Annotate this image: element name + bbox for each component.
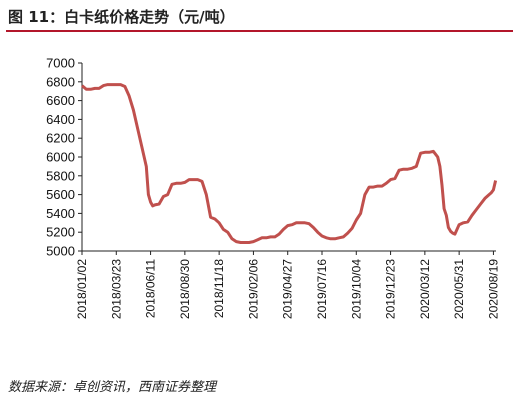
y-tick: 5400 (46, 206, 82, 221)
x-tick-label: 2020/05/31 (452, 259, 466, 319)
x-tick-label: 2018/03/23 (109, 259, 123, 319)
y-tick: 5200 (46, 225, 82, 240)
y-tick-label: 6000 (46, 150, 75, 165)
y-tick: 6800 (46, 74, 82, 89)
x-tick: 2018/11/18 (212, 251, 226, 318)
x-tick-label: 2019/02/06 (246, 259, 260, 319)
y-tick-label: 6800 (46, 74, 75, 89)
x-tick: 2020/08/19 (486, 251, 500, 319)
x-tick-label: 2018/01/02 (75, 259, 89, 319)
x-tick-label: 2018/08/30 (178, 259, 192, 319)
x-tick: 2018/08/30 (178, 251, 192, 319)
x-tick-label: 2018/11/18 (212, 259, 226, 318)
y-tick: 6400 (46, 112, 82, 127)
x-tick: 2020/05/31 (452, 251, 466, 319)
x-tick-label: 2019/12/23 (384, 259, 398, 319)
y-tick-label: 6200 (46, 131, 75, 146)
x-tick: 2020/03/12 (418, 251, 432, 319)
y-tick: 6000 (46, 150, 82, 165)
x-tick-label: 2020/08/19 (486, 259, 500, 319)
y-tick-label: 5400 (46, 206, 75, 221)
y-tick-label: 6600 (46, 93, 75, 108)
x-tick: 2019/12/23 (384, 251, 398, 319)
x-tick: 2018/01/02 (75, 251, 89, 319)
x-tick: 2018/03/23 (109, 251, 123, 319)
x-axis-ticks: 2018/01/02 2018/03/23 2018/06/11 2018/08/30… (75, 251, 500, 319)
x-tick: 2019/04/27 (281, 251, 295, 319)
y-tick-label: 5800 (46, 168, 75, 183)
x-tick: 2019/02/06 (246, 251, 260, 319)
x-tick-label: 2020/03/12 (418, 259, 432, 319)
x-tick: 2019/07/16 (315, 251, 329, 319)
data-source-note: 数据来源：卓创资讯，西南证券整理 (8, 380, 217, 395)
y-tick: 6600 (46, 93, 82, 108)
x-tick: 2019/10/04 (349, 251, 363, 319)
x-tick: 2018/06/11 (144, 251, 158, 318)
y-tick-label: 7000 (46, 56, 75, 71)
y-axis-ticks: 5000 5200 5400 5600 5800 6000 6200 6400 6600 6800… (46, 56, 82, 259)
y-tick: 5600 (46, 187, 82, 202)
y-tick-label: 5000 (46, 244, 75, 259)
title-divider (6, 30, 513, 32)
x-tick-label: 2019/07/16 (315, 259, 329, 319)
y-tick-label: 6400 (46, 112, 75, 127)
x-tick-label: 2018/06/11 (144, 259, 158, 318)
y-tick-label: 5200 (46, 225, 75, 240)
y-tick: 6200 (46, 131, 82, 146)
chart-title: 图 11：白卡纸价格走势（元/吨） (8, 8, 235, 26)
x-tick-label: 2019/10/04 (349, 259, 363, 319)
price-line (81, 83, 498, 244)
y-tick: 5800 (46, 168, 82, 183)
x-tick-label: 2019/04/27 (281, 259, 295, 319)
y-tick: 5000 (46, 244, 82, 259)
y-tick: 7000 (46, 56, 82, 71)
y-tick-label: 5600 (46, 187, 75, 202)
